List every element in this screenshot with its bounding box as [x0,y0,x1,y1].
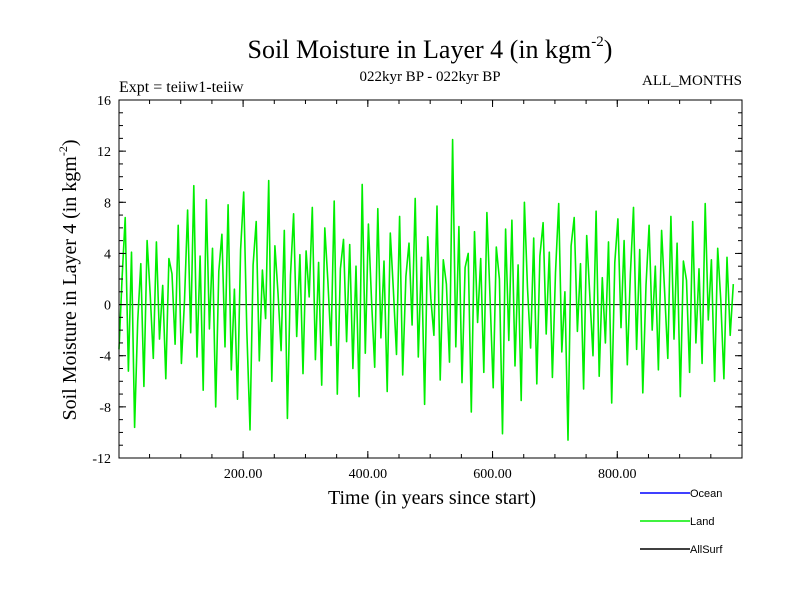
y-tick-label: 4 [104,247,111,262]
y-tick-label: 0 [104,299,111,314]
x-tick-label: 200.00 [224,467,263,482]
series-line-land [118,138,735,441]
y-axis-label-close: ) [59,139,81,146]
x-tick-label: 400.00 [349,467,388,482]
axis-ticks: -12 -8 -4 0 4 8 12 16 200.00 400.00 600.00 800.00 [92,94,742,482]
y-tick-label: -4 [99,350,111,365]
chart-title-main: Soil Moisture in Layer 4 (in kgm [248,35,592,64]
x-axis-label: Time (in years since start) [328,487,536,509]
legend-label-ocean: Ocean [690,488,722,500]
legend-label-allsurf: AllSurf [690,544,723,556]
legend: Ocean Land AllSurf [640,488,723,556]
subtitle-left: Expt = teiiw1-teiiw [119,79,244,96]
plot-frame [118,99,743,459]
y-tick-label: 12 [97,145,111,160]
chart-title-close: ) [604,35,613,64]
y-axis-label-sup: -2 [56,146,70,156]
x-tick-label: 800.00 [598,467,637,482]
y-axis-label-main: Soil Moisture in Layer 4 (in kgm [59,156,81,421]
y-tick-label: -8 [99,401,111,416]
legend-label-land: Land [690,516,714,528]
plot-area [118,138,742,441]
chart-title: Soil Moisture in Layer 4 (in kgm-2) [248,34,613,64]
y-tick-label: 16 [97,94,111,109]
y-tick-label: 8 [104,196,111,211]
x-tick-label: 600.00 [473,467,512,482]
chart-title-sup: -2 [591,34,604,50]
y-tick-label: -12 [92,452,111,467]
subtitle-center: 022kyr BP - 022kyr BP [359,69,500,85]
subtitle-right: ALL_MONTHS [642,73,742,89]
y-axis-label: Soil Moisture in Layer 4 (in kgm-2) [56,139,81,420]
